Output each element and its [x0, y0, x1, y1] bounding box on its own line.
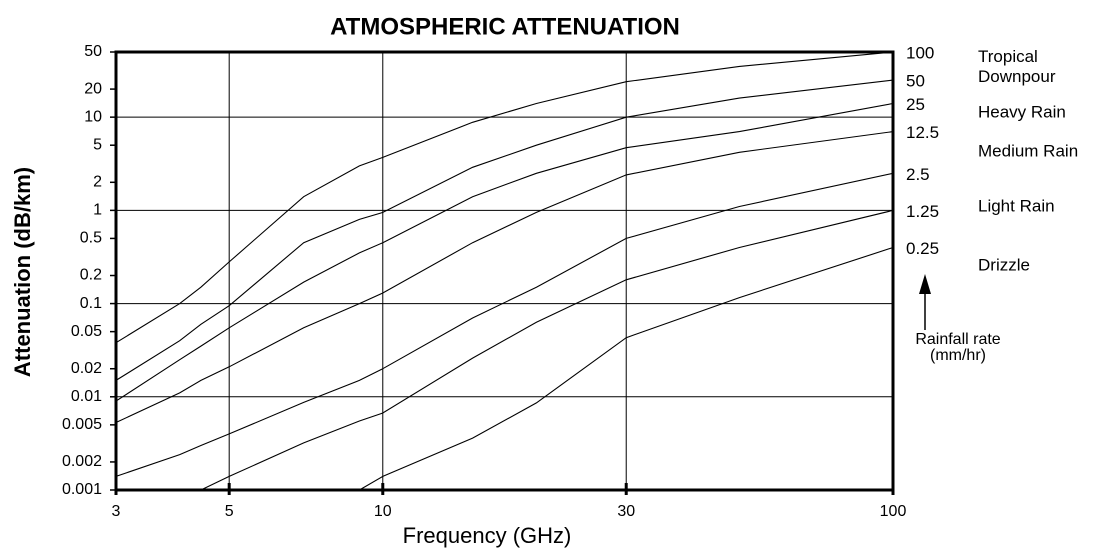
annotation: (mm/hr) [930, 347, 986, 364]
rain-category: Heavy Rain [978, 102, 1066, 121]
y-tick-label: 0.1 [80, 295, 102, 312]
rain-category: Light Rain [978, 196, 1055, 215]
rain-category: Tropical Downpour [978, 47, 1056, 86]
series-label: 2.5 [906, 165, 930, 184]
x-tick-label: 3 [112, 503, 121, 520]
x-tick-label: 10 [374, 503, 392, 520]
plot-frame [114, 50, 895, 492]
y-tick-label: 0.005 [62, 416, 102, 433]
curve [115, 102, 894, 402]
curve [200, 209, 894, 491]
y-tick-label: 5 [93, 136, 102, 153]
series-label: 1.25 [906, 202, 939, 221]
series-label: 12.5 [906, 123, 939, 142]
rain-category-line: Downpour [978, 67, 1056, 86]
curve [115, 79, 894, 381]
series-label: 25 [906, 95, 925, 114]
arrow-head [919, 274, 931, 294]
y-tick-label: 0.05 [71, 323, 102, 340]
y-tick-label: 0.5 [80, 230, 102, 247]
x-tick-label: 100 [880, 503, 907, 520]
curve [115, 172, 894, 477]
y-tick-label: 20 [84, 80, 102, 97]
curve [359, 246, 894, 491]
x-axis-label: Frequency (GHz) [403, 523, 572, 548]
curve [115, 51, 894, 344]
y-tick-label: 0.01 [71, 388, 102, 405]
y-tick-label: 0.2 [80, 267, 102, 284]
series-label: 100 [906, 43, 934, 62]
series-label: 50 [906, 72, 925, 91]
chart-title: ATMOSPHERIC ATTENUATION [330, 13, 680, 40]
y-tick-label: 0.001 [62, 481, 102, 498]
rain-category-line: Tropical [978, 47, 1038, 66]
y-tick-label: 0.02 [71, 360, 102, 377]
y-tick-label: 2 [93, 174, 102, 191]
y-tick-label: 0.002 [62, 453, 102, 470]
y-axis-label: Attenuation (dB/km) [10, 167, 35, 377]
annotation: Rainfall rate [915, 331, 1000, 348]
rain-category: Medium Rain [978, 141, 1078, 160]
rain-category: Drizzle [978, 255, 1030, 274]
y-tick-label: 1 [93, 202, 102, 219]
y-tick-label: 50 [84, 43, 102, 60]
series-label: 0.25 [906, 239, 939, 258]
x-tick-label: 5 [225, 503, 234, 520]
y-tick-label: 10 [84, 108, 102, 125]
x-tick-label: 30 [617, 503, 635, 520]
curve [115, 131, 894, 423]
